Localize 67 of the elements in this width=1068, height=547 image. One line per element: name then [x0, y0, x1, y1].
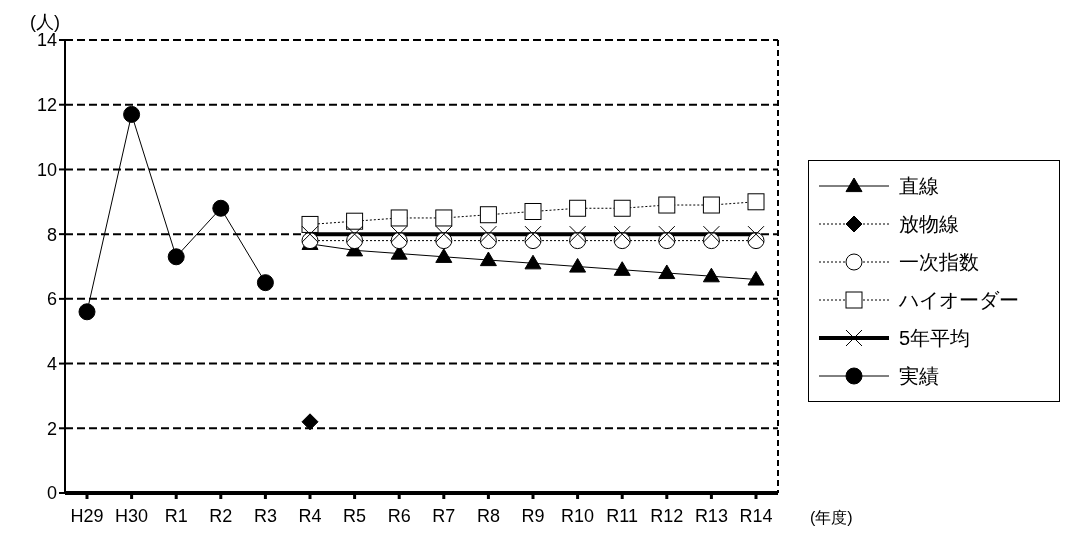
x-tick-label: R10: [561, 505, 595, 526]
point: [658, 196, 676, 214]
point: [702, 267, 720, 283]
y-tick-label: 10: [36, 159, 57, 180]
legend-label: 実績: [899, 363, 939, 389]
x-tick-label: R9: [521, 505, 545, 526]
x-tick-label: R3: [253, 505, 277, 526]
point: [747, 193, 765, 211]
y-tick-label: 0: [46, 483, 57, 504]
x-tick-label: R2: [209, 505, 233, 526]
legend-label: ハイオーダー: [899, 287, 1019, 313]
point: [435, 209, 453, 227]
y-tick-label: 8: [46, 224, 57, 245]
x-tick-label: R12: [650, 505, 684, 526]
legend-label: 一次指数: [899, 249, 979, 275]
point: [747, 270, 765, 286]
point: [524, 202, 542, 220]
point: [702, 225, 720, 243]
x-tick-label: R6: [387, 505, 411, 526]
point: [524, 225, 542, 243]
legend-label: 直線: [899, 173, 939, 199]
y-tick-label: 2: [46, 418, 57, 439]
point: [346, 212, 364, 230]
x-tick-label: H30: [115, 505, 149, 526]
point: [390, 209, 408, 227]
point: [435, 248, 453, 263]
point: [569, 225, 587, 243]
point: [569, 258, 587, 273]
legend-label: 放物線: [899, 211, 959, 237]
x-tick-label: R4: [298, 505, 322, 526]
point: [390, 225, 408, 243]
x-tick-label: H29: [70, 505, 104, 526]
point: [123, 105, 141, 123]
legend-label: 5年平均: [899, 325, 971, 351]
x-tick-label: R1: [164, 505, 188, 526]
point: [569, 199, 587, 217]
point: [658, 225, 676, 243]
x-tick-label: R8: [476, 505, 500, 526]
point: [702, 196, 720, 214]
y-tick-label: 12: [36, 95, 57, 116]
point: [167, 248, 185, 266]
point: [613, 199, 631, 217]
y-tick-label: 4: [46, 353, 57, 374]
x-tick-label: R13: [694, 505, 728, 526]
y-axis-title: (人): [30, 11, 60, 33]
point: [435, 225, 453, 243]
x-axis-title: (年度): [810, 508, 853, 528]
point: [747, 225, 765, 243]
point: [78, 303, 96, 321]
point: [613, 261, 631, 276]
x-tick-label: R11: [606, 505, 639, 526]
point: [301, 215, 319, 233]
point: [212, 199, 230, 217]
point: [479, 225, 497, 243]
point: [346, 225, 364, 243]
point: [613, 225, 631, 243]
point: [301, 413, 319, 431]
x-tick-label: R7: [432, 505, 456, 526]
point: [479, 251, 497, 267]
point: [301, 225, 319, 243]
point: [524, 254, 542, 270]
point: [479, 206, 497, 224]
x-tick-label: R5: [343, 505, 367, 526]
x-tick-label: R14: [739, 505, 773, 526]
point: [256, 274, 274, 292]
point: [658, 264, 676, 280]
y-tick-label: 6: [46, 289, 57, 310]
